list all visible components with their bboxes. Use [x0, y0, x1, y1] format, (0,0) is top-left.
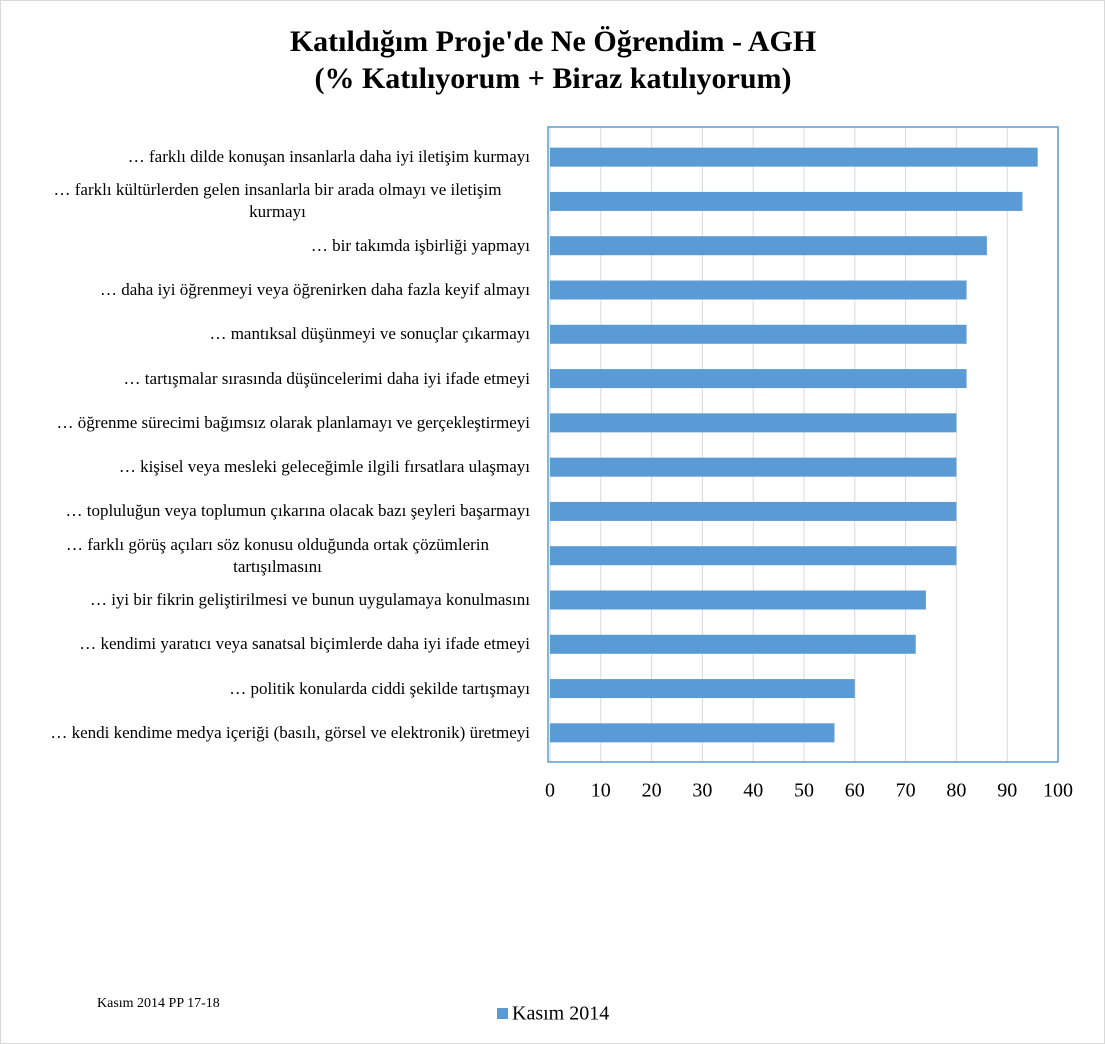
legend-swatch — [497, 1008, 508, 1019]
y-tick-text: … topluluğun veya toplumun çıkarına olac… — [65, 501, 530, 521]
x-tick-label: 0 — [545, 780, 555, 802]
chart-subtitle: (% Katılıyorum + Biraz katılıyorum) — [314, 62, 791, 95]
bar — [550, 369, 967, 389]
bar — [550, 723, 835, 743]
y-tick-label: … mantıksal düşünmeyi ve sonuçlar çıkarm… — [209, 323, 530, 345]
y-tick-label: … daha iyi öğrenmeyi veya öğrenirken dah… — [100, 279, 530, 301]
x-tick-label: 50 — [794, 780, 814, 802]
y-tick-text: … farklı görüş açıları söz konusu olduğu… — [66, 534, 489, 576]
y-tick-label: … tartışmalar sırasında düşüncelerimi da… — [124, 368, 530, 390]
y-tick-label: … kendimi yaratıcı veya sanatsal biçimle… — [79, 633, 530, 655]
y-tick-label: … topluluğun veya toplumun çıkarına olac… — [65, 500, 530, 522]
y-tick-label: … kişisel veya mesleki geleceğimle ilgil… — [119, 456, 530, 478]
x-tick-label: 70 — [896, 780, 916, 802]
bar — [550, 147, 1038, 167]
bar — [550, 634, 916, 654]
y-tick-label: … iyi bir fikrin geliştirilmesi ve bunun… — [90, 589, 530, 611]
bar — [550, 501, 957, 521]
y-tick-text: … kendimi yaratıcı veya sanatsal biçimle… — [79, 634, 530, 654]
x-tick-label: 10 — [591, 780, 611, 802]
y-tick-text: … kişisel veya mesleki geleceğimle ilgil… — [118, 457, 530, 477]
bar — [550, 413, 957, 433]
bar — [550, 679, 855, 699]
y-tick-label: … farklı dilde konuşan insanlarla daha i… — [128, 146, 530, 168]
y-tick-text: … farklı dilde konuşan insanlarla daha i… — [127, 147, 530, 167]
y-tick-text: … iyi bir fikrin geliştirilmesi ve bunun… — [89, 590, 530, 609]
y-tick-text: … farklı kültürlerden gelen insanlarla b… — [53, 180, 502, 222]
y-tick-label: … politik konularda ciddi şekilde tartış… — [229, 678, 530, 700]
x-tick-label: 40 — [743, 780, 763, 802]
bar — [550, 236, 987, 256]
x-tick-label: 60 — [845, 780, 865, 802]
y-tick-text: … daha iyi öğrenmeyi veya öğrenirken dah… — [99, 280, 530, 299]
y-tick-label: … öğrenme sürecimi bağımsız olarak planl… — [57, 412, 530, 434]
x-tick-label: 30 — [692, 780, 712, 802]
y-tick-text: … politik konularda ciddi şekilde tartış… — [229, 678, 530, 698]
bar — [550, 590, 926, 610]
y-tick-text: … öğrenme sürecimi bağımsız olarak planl… — [56, 412, 530, 432]
legend-label: Kasım 2014 — [512, 1003, 609, 1025]
footnote: Kasım 2014 PP 17-18 — [97, 996, 220, 1011]
x-tick-label: 80 — [946, 780, 966, 802]
x-tick-label: 90 — [997, 780, 1017, 802]
y-tick-label: … bir takımda işbirliği yapmayı — [311, 235, 530, 257]
x-tick-label: 100 — [1043, 780, 1073, 802]
bar — [550, 324, 967, 344]
y-tick-label: … kendi kendime medya içeriği (basılı, g… — [50, 722, 530, 744]
y-tick-label: … farklı kültürlerden gelen insanlarla b… — [25, 179, 530, 223]
y-tick-text: … kendi kendime medya içeriği (basılı, g… — [50, 722, 530, 742]
bar — [550, 191, 1023, 211]
bar — [550, 546, 957, 566]
x-tick-label: 20 — [642, 780, 662, 802]
y-tick-text: … tartışmalar sırasında düşüncelerimi da… — [123, 368, 530, 388]
plot-frame — [547, 126, 1059, 763]
y-tick-text: … mantıksal düşünmeyi ve sonuçlar çıkarm… — [209, 324, 530, 344]
bar — [550, 457, 957, 477]
chart-title: Katıldığım Proje'de Ne Öğrendim - AGH — [290, 25, 816, 58]
y-tick-text: … bir takımda işbirliği yapmayı — [310, 235, 530, 255]
bar — [550, 280, 967, 300]
y-tick-label: … farklı görüş açıları söz konusu olduğu… — [25, 534, 530, 578]
